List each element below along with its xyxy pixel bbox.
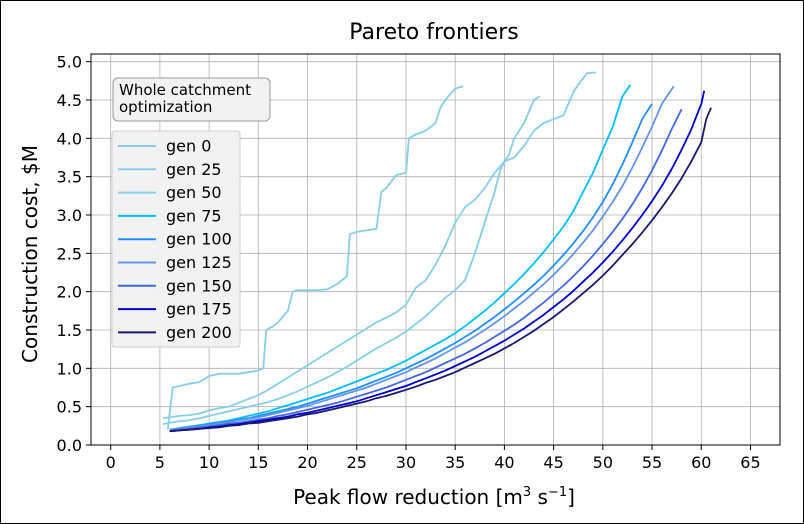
y-tick-label: 1.0 xyxy=(57,359,82,378)
series-line-gen-125 xyxy=(169,85,675,431)
series-line-gen-0 xyxy=(162,95,541,426)
series-line-gen-75 xyxy=(169,84,632,431)
series-line-gen-25 xyxy=(162,71,596,420)
x-tick-label: 65 xyxy=(740,453,760,472)
series-line-gen-200 xyxy=(170,107,712,433)
legend-label: gen 175 xyxy=(166,300,232,319)
x-tick-label: 5 xyxy=(155,453,165,472)
x-tick-label: 60 xyxy=(691,453,711,472)
series-line-gen-50 xyxy=(166,85,464,430)
x-tick-label: 35 xyxy=(445,453,465,472)
x-axis-label: Peak flow reduction [m3 s−1] xyxy=(293,485,575,509)
y-tick-label: 3.0 xyxy=(57,206,82,225)
x-tick-label: 25 xyxy=(347,453,367,472)
annotation-box: Whole catchment optimization xyxy=(112,77,271,122)
x-tick-label: 55 xyxy=(642,453,662,472)
legend-label: gen 0 xyxy=(166,137,211,156)
legend-label: gen 100 xyxy=(166,230,232,249)
y-tick-label: 3.5 xyxy=(57,168,82,187)
series-line-gen-175 xyxy=(169,90,706,433)
y-tick-label: 4.5 xyxy=(57,91,82,110)
x-tick-label: 15 xyxy=(248,453,268,472)
legend-label: gen 50 xyxy=(166,183,222,202)
y-tick-label: 0.0 xyxy=(57,436,82,455)
x-tick-label: 10 xyxy=(199,453,219,472)
legend-label: gen 200 xyxy=(166,323,232,342)
y-tick-label: 5.0 xyxy=(57,53,82,72)
x-tick-label: 0 xyxy=(106,453,116,472)
x-tick-label: 40 xyxy=(494,453,514,472)
chart-title: Pareto frontiers xyxy=(349,20,518,45)
annotation-line-2: optimization xyxy=(119,98,212,116)
series-line-gen-100 xyxy=(169,103,653,431)
y-tick-label: 4.0 xyxy=(57,129,82,148)
x-tick-label: 50 xyxy=(593,453,613,472)
y-tick-label: 2.5 xyxy=(57,244,82,263)
y-tick-label: 1.5 xyxy=(57,321,82,340)
plot-area-border xyxy=(90,53,781,446)
legend-label: gen 75 xyxy=(166,206,222,225)
legend-label: gen 150 xyxy=(166,276,232,295)
series-line-gen-150 xyxy=(169,108,683,433)
annotation-line-1: Whole catchment xyxy=(119,81,251,99)
y-tick-label: 0.5 xyxy=(57,398,82,417)
x-tick-label: 45 xyxy=(543,453,563,472)
legend: gen 0 gen 25 gen 50 gen 75 gen 100 gen 125 gen… xyxy=(111,130,241,348)
grid xyxy=(91,54,780,446)
legend-label: gen 25 xyxy=(166,160,222,179)
series-layer xyxy=(162,71,712,433)
legend-label: gen 125 xyxy=(166,253,232,272)
y-axis-label: Construction cost, $M xyxy=(18,145,42,363)
y-tick-label: 2.0 xyxy=(57,283,82,302)
x-tick-label: 30 xyxy=(396,453,416,472)
axis-ticks: 0 5 10 15 20 25 30 35 40 45 50 55 60 65 0.0 0.5 1.0 1.5 2.… xyxy=(57,53,761,472)
x-tick-label: 20 xyxy=(297,453,317,472)
